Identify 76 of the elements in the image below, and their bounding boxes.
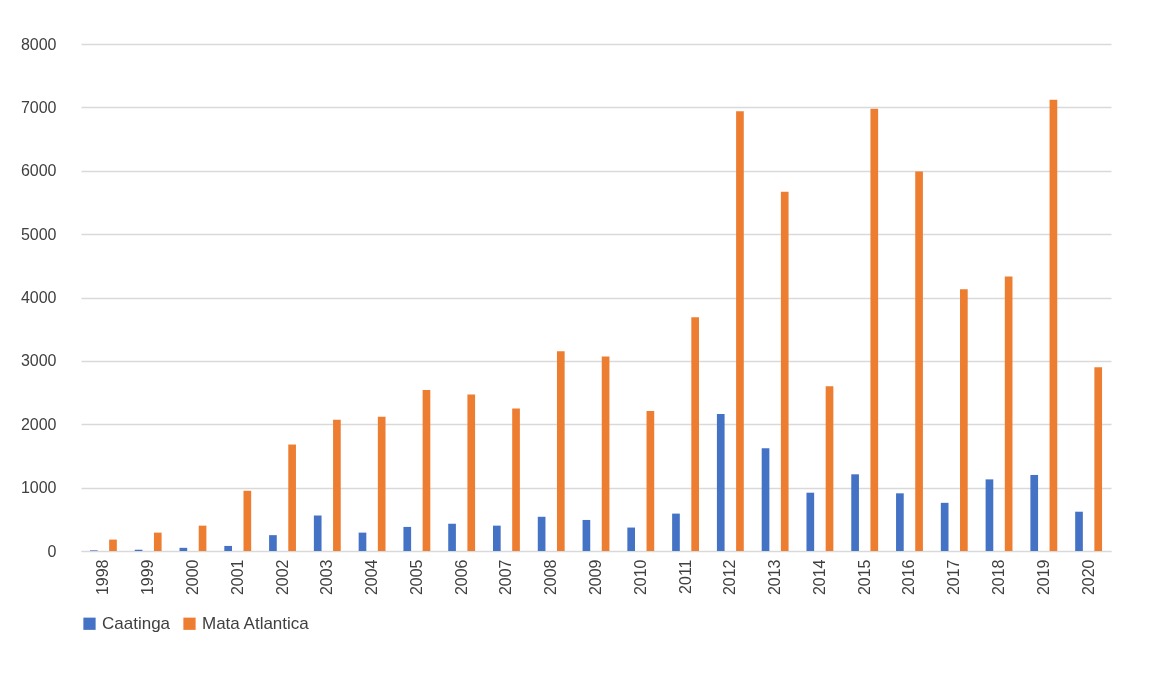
x-tick-label: 2008 <box>542 559 560 596</box>
bar <box>153 532 162 551</box>
x-tick-label: 2020 <box>1079 559 1097 596</box>
bar <box>243 490 252 551</box>
bar <box>556 351 565 551</box>
bar <box>1094 367 1103 551</box>
x-tick-label: 2011 <box>676 559 694 594</box>
bar <box>960 289 968 551</box>
bar <box>537 516 546 551</box>
bar <box>985 479 994 551</box>
bar <box>736 111 744 551</box>
x-tick-label: 2016 <box>900 559 918 596</box>
x-tick-label: 2015 <box>855 559 873 596</box>
x-tick-label: 2010 <box>631 559 649 596</box>
bar <box>825 386 834 551</box>
legend-label: Caatinga <box>102 613 171 633</box>
bar <box>512 408 520 551</box>
bar <box>422 390 431 551</box>
x-tick-label: 2002 <box>273 559 291 596</box>
y-tick-label: 2000 <box>20 415 57 433</box>
legend-label: Mata Atlantica <box>202 613 310 633</box>
x-tick-label: 2019 <box>1034 559 1052 596</box>
bar <box>467 394 476 551</box>
x-tick-label: 2018 <box>990 559 1008 596</box>
bar <box>940 502 949 551</box>
y-tick-label: 7000 <box>20 98 57 116</box>
bar <box>224 545 232 551</box>
bar <box>915 171 923 551</box>
bar <box>851 474 859 551</box>
bar <box>601 356 610 551</box>
x-tick-label: 1998 <box>94 559 112 596</box>
x-tick-label: 2017 <box>945 559 963 596</box>
bar <box>627 527 636 551</box>
bar <box>333 419 341 551</box>
bar <box>1004 276 1013 551</box>
bar <box>896 493 904 551</box>
bar <box>109 539 117 551</box>
y-tick-label: 0 <box>47 542 57 560</box>
bar <box>269 535 277 551</box>
y-tick-label: 3000 <box>20 352 57 370</box>
bar <box>761 448 770 551</box>
bar <box>493 525 501 551</box>
x-tick-label: 2000 <box>183 559 201 596</box>
x-tick-label: 2009 <box>587 559 604 596</box>
bar <box>377 416 386 551</box>
x-tick-label: 2005 <box>407 559 425 596</box>
x-tick-label: 2001 <box>228 559 246 596</box>
x-tick-label: 2006 <box>452 559 470 596</box>
x-tick-label: 2013 <box>766 559 784 596</box>
bar <box>403 526 412 551</box>
bar <box>780 191 789 551</box>
bar <box>716 414 725 551</box>
y-tick-label: 1000 <box>20 479 57 497</box>
x-tick-label: 2007 <box>497 559 515 596</box>
y-tick-label: 5000 <box>20 225 57 243</box>
y-tick-label: 4000 <box>20 289 57 306</box>
bar <box>672 513 680 551</box>
y-tick-label: 8000 <box>20 35 57 53</box>
bar <box>288 444 296 551</box>
bar <box>806 492 815 551</box>
bar <box>1049 99 1058 551</box>
bar <box>691 317 699 551</box>
x-tick-label: 2003 <box>318 559 336 596</box>
bar <box>646 410 655 551</box>
bar <box>448 523 456 551</box>
x-tick-label: 2012 <box>721 559 739 596</box>
bar <box>1075 511 1083 551</box>
x-tick-label: 2004 <box>363 559 381 596</box>
bar <box>198 525 207 551</box>
bar <box>1030 474 1039 551</box>
y-tick-label: 6000 <box>20 162 57 180</box>
bar <box>313 515 322 551</box>
bar <box>870 108 879 551</box>
x-tick-label: 2014 <box>810 559 828 596</box>
x-tick-label: 1999 <box>139 559 157 596</box>
bar <box>582 519 591 551</box>
